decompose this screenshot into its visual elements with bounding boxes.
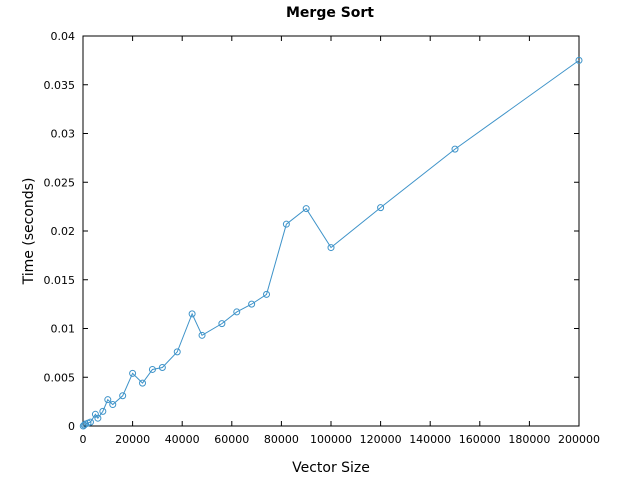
chart-title: Merge Sort	[286, 5, 374, 21]
data-point	[263, 290, 271, 298]
y-tick-label: 0.015	[44, 274, 76, 287]
y-tick-label: 0	[68, 420, 75, 433]
data-point	[377, 204, 385, 212]
x-axis: 0 20000 40000 60000 80000 100000 120000 140000 1…	[80, 36, 600, 446]
x-tick-label: 180000	[508, 433, 550, 446]
data-point	[327, 244, 335, 252]
y-tick-label: 0.005	[44, 371, 76, 384]
y-tick-label: 0.025	[44, 176, 76, 189]
data-point	[282, 220, 290, 228]
data-point	[109, 401, 117, 409]
data-point	[129, 369, 137, 377]
y-tick-label: 0.035	[44, 79, 76, 92]
data-point	[188, 310, 196, 318]
data-point	[198, 331, 206, 339]
plot-area-frame	[82, 35, 580, 427]
y-axis: 0 0.005 0.01 0.015 0.02 0.025 0.03 0.035 0.04	[44, 30, 579, 433]
data-point	[173, 348, 181, 356]
data-point	[104, 396, 112, 404]
data-point	[451, 145, 459, 153]
data-point	[99, 407, 107, 415]
x-tick-label: 200000	[558, 433, 600, 446]
data-point	[139, 379, 147, 387]
y-tick-label: 0.02	[51, 225, 76, 238]
y-tick-label: 0.03	[51, 128, 76, 141]
y-axis-label: Time (seconds)	[21, 178, 37, 286]
data-point	[575, 56, 583, 64]
x-tick-label: 160000	[459, 433, 501, 446]
data-point	[248, 300, 256, 308]
data-point	[158, 364, 166, 371]
data-point	[80, 421, 88, 429]
y-tick-label: 0.01	[51, 323, 76, 336]
x-tick-label: 120000	[360, 433, 402, 446]
data-point	[218, 320, 226, 328]
series-line	[82, 59, 580, 427]
x-tick-label: 0	[80, 433, 87, 446]
x-tick-label: 80000	[264, 433, 299, 446]
data-point	[148, 365, 156, 373]
x-axis-label: Vector Size	[292, 460, 370, 476]
data-point	[302, 205, 310, 213]
x-tick-label: 60000	[214, 433, 249, 446]
data-point	[119, 392, 127, 400]
y-tick-label: 0.04	[51, 30, 76, 43]
data-point	[86, 418, 94, 426]
data-point	[94, 414, 102, 422]
series-layer	[79, 56, 583, 430]
data-point	[233, 308, 241, 316]
x-tick-label: 40000	[165, 433, 200, 446]
x-tick-label: 100000	[310, 433, 352, 446]
x-tick-label: 20000	[115, 433, 150, 446]
x-tick-label: 140000	[409, 433, 451, 446]
